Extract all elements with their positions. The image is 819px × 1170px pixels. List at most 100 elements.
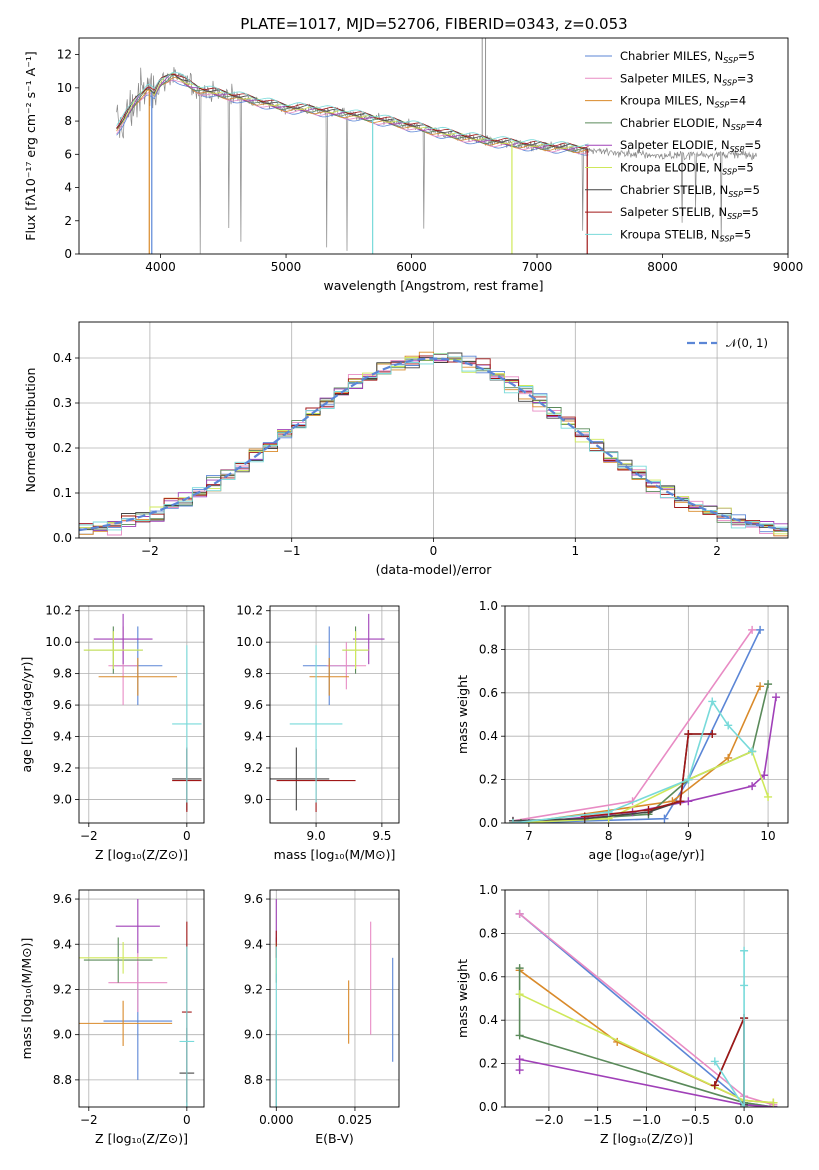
x-tick-label: 2 bbox=[713, 544, 721, 558]
y-axis-label: mass weight bbox=[455, 959, 470, 1038]
histogram-plot bbox=[79, 351, 788, 537]
x-tick-label: −1.0 bbox=[632, 1113, 661, 1127]
normal-curve bbox=[79, 357, 788, 532]
data-point bbox=[515, 1031, 524, 1040]
legend-label: Salpeter MILES, NSSP=3 bbox=[620, 71, 754, 87]
x-tick-label: 8000 bbox=[647, 260, 678, 274]
y-tick-label: 9.0 bbox=[53, 792, 72, 806]
y-tick-label: 0.8 bbox=[479, 926, 498, 940]
age_vs_mass-axes: 9.0 9.5 9.0 9.2 9.4 9.6 9.8 10.0 10.2 mass [log₁₀… bbox=[236, 604, 400, 862]
data-point bbox=[710, 1081, 719, 1090]
data-point bbox=[748, 782, 757, 791]
y-tick-label: 0 bbox=[64, 247, 72, 261]
y-tick-label: 9.2 bbox=[53, 761, 72, 775]
model-spectrum bbox=[116, 72, 589, 151]
mass_vs_ebv-plot bbox=[275, 899, 394, 1107]
x-tick-label: 5000 bbox=[271, 260, 302, 274]
y-tick-label: 9.6 bbox=[53, 698, 72, 712]
data-point bbox=[515, 1055, 524, 1064]
y-axis-label: Normed distribution bbox=[23, 368, 38, 493]
axes-frame bbox=[504, 889, 789, 1108]
x-axis-label: age [log₁₀(age/yr)] bbox=[589, 847, 705, 862]
spectrum-legend: Chabrier MILES, NSSP=5 Salpeter MILES, NS… bbox=[585, 49, 762, 243]
x-tick-label: 0.0 bbox=[735, 1113, 754, 1127]
data-point bbox=[748, 747, 757, 756]
data-point bbox=[760, 771, 769, 780]
x-tick-label: 9.0 bbox=[307, 829, 326, 843]
axes-frame bbox=[269, 889, 400, 1108]
y-tick-label: 9.8 bbox=[53, 667, 72, 681]
series-line bbox=[512, 733, 713, 822]
y-tick-label: 9.6 bbox=[244, 698, 263, 712]
data-point bbox=[740, 946, 749, 955]
series-line bbox=[518, 968, 774, 1107]
x-tick-label: −2 bbox=[80, 829, 98, 843]
y-tick-label: 0.4 bbox=[479, 729, 498, 743]
data-point bbox=[740, 981, 749, 990]
x-tick-label: 9 bbox=[685, 829, 693, 843]
series-line bbox=[520, 683, 769, 823]
y-tick-label: 9.4 bbox=[53, 937, 72, 951]
data-point bbox=[772, 693, 781, 702]
data-point bbox=[724, 753, 733, 762]
y-tick-label: 0.1 bbox=[53, 486, 72, 500]
data-point bbox=[708, 730, 717, 739]
x-axis-label: E(B-V) bbox=[315, 1131, 354, 1146]
y-tick-label: 0.0 bbox=[479, 816, 498, 830]
x-tick-label: −2 bbox=[80, 1113, 98, 1127]
x-tick-label: 10 bbox=[760, 829, 775, 843]
y-tick-label: 9.0 bbox=[244, 1028, 263, 1042]
age_vs_mass-plot bbox=[270, 613, 385, 812]
y-tick-label: 9.0 bbox=[244, 792, 263, 806]
y-tick-label: 1.0 bbox=[479, 599, 498, 613]
y-tick-label: 0.2 bbox=[479, 1057, 498, 1071]
x-axis-label: Z [log₁₀(Z/Z⊙)] bbox=[95, 1131, 188, 1146]
y-tick-label: 0.2 bbox=[479, 773, 498, 787]
y-tick-label: 9.2 bbox=[53, 982, 72, 996]
data-point bbox=[764, 792, 773, 801]
model-spectrum bbox=[116, 71, 589, 148]
x-tick-label: −2.0 bbox=[534, 1113, 563, 1127]
legend-label: Chabrier MILES, NSSP=5 bbox=[620, 49, 755, 65]
y-tick-label: 0.6 bbox=[479, 686, 498, 700]
legend-label: Kroupa ELODIE, NSSP=5 bbox=[620, 161, 754, 177]
data-point bbox=[515, 990, 524, 999]
y-tick-label: 0.4 bbox=[479, 1013, 498, 1027]
x-tick-label: 0.000 bbox=[259, 1113, 293, 1127]
data-point bbox=[644, 805, 653, 814]
y-tick-label: 9.6 bbox=[53, 892, 72, 906]
x-tick-label: 1 bbox=[571, 544, 579, 558]
x-tick-label: 4000 bbox=[145, 260, 176, 274]
mass_weight_vs_Z-axes: −2.0 −1.5 −1.0 −0.5 0.0 0.0 0.2 0.4 0.6 0.8 1.0 Z [… bbox=[455, 883, 789, 1146]
y-tick-label: 10.2 bbox=[236, 604, 263, 618]
data-point bbox=[740, 1103, 749, 1107]
y-tick-label: 9.8 bbox=[244, 667, 263, 681]
axes-frame bbox=[78, 889, 205, 1108]
series-line bbox=[512, 699, 753, 823]
data-point bbox=[580, 812, 589, 821]
x-tick-label: −1.5 bbox=[583, 1113, 612, 1127]
legend-label: Salpeter ELODIE, NSSP=5 bbox=[620, 138, 761, 154]
series-line bbox=[512, 629, 753, 822]
x-tick-label: 0.025 bbox=[338, 1113, 372, 1127]
x-tick-label: 7000 bbox=[522, 260, 553, 274]
y-tick-label: 8 bbox=[64, 114, 72, 128]
spectrum-axes: 4000 5000 6000 7000 8000 9000 0 2 4 6 8 10 12 wavelen… bbox=[23, 37, 803, 293]
data-point bbox=[756, 682, 765, 691]
data-point bbox=[515, 964, 524, 973]
axes-frame bbox=[78, 321, 789, 539]
y-tick-label: 9.4 bbox=[53, 730, 72, 744]
y-tick-label: 8.8 bbox=[53, 1073, 72, 1087]
mass_vs_Z-plot bbox=[79, 899, 195, 1107]
axes-frame bbox=[269, 605, 400, 824]
y-axis-label: mass weight bbox=[455, 675, 470, 754]
x-axis-label: wavelength [Angstrom, rest frame] bbox=[323, 278, 543, 293]
y-axis-label: age [log₁₀(age/yr)] bbox=[19, 657, 34, 773]
y-tick-label: 0.8 bbox=[479, 642, 498, 656]
data-point bbox=[684, 730, 693, 739]
axes-frame bbox=[78, 37, 789, 255]
legend-label: Chabrier STELIB, NSSP=5 bbox=[620, 183, 760, 199]
data-point bbox=[684, 797, 693, 806]
data-point bbox=[660, 814, 669, 823]
age_vs_Z-axes: −2 0 9.0 9.2 9.4 9.6 9.8 10.0 10.2 Z [log₁₀(Z/Z⊙)… bbox=[19, 604, 205, 862]
